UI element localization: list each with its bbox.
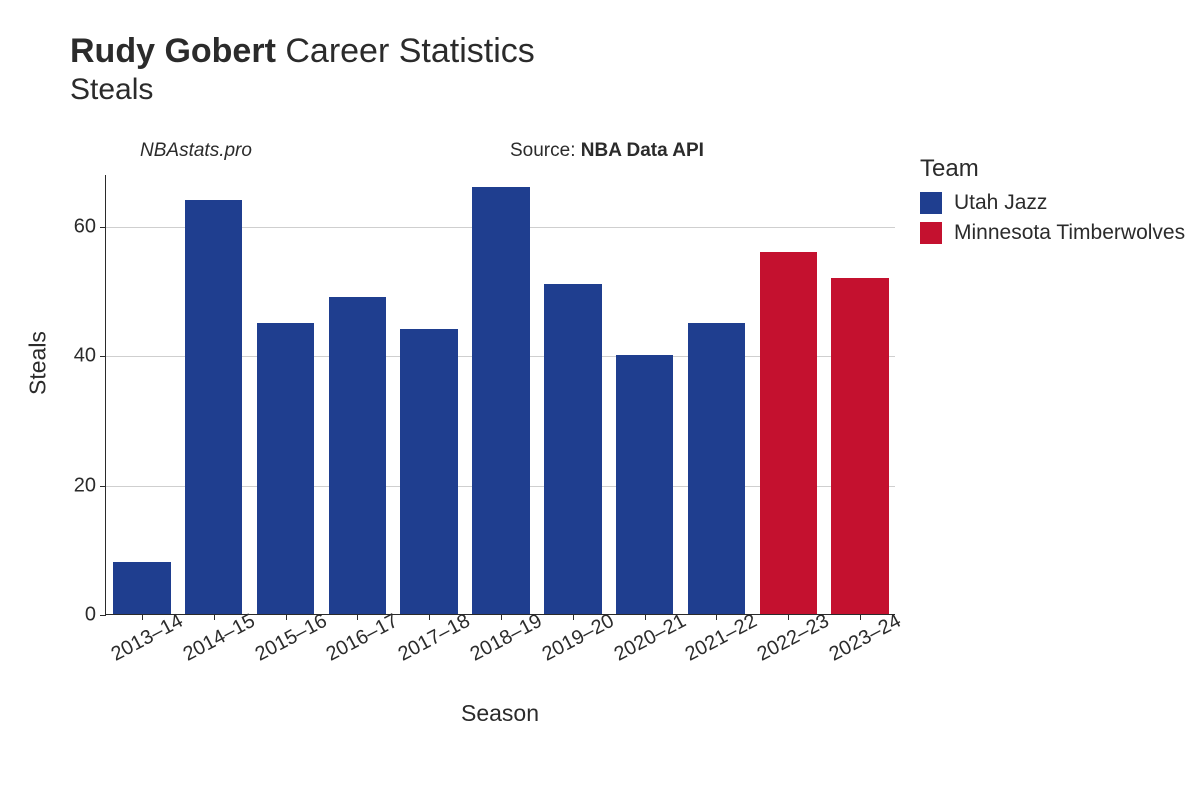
bar [400, 329, 457, 614]
bar [544, 284, 601, 614]
bar [185, 200, 242, 614]
xtick-mark [645, 614, 646, 620]
ytick-label: 60 [56, 215, 106, 238]
xtick-label: 2023–24 [826, 610, 906, 667]
xtick-mark [142, 614, 143, 620]
ytick-label: 40 [56, 345, 106, 368]
bar [257, 323, 314, 614]
title-rest: Career Statistics [285, 32, 534, 70]
xtick-mark [429, 614, 430, 620]
xtick-label: 2016–17 [323, 610, 403, 667]
xtick-label: 2021–22 [682, 610, 762, 667]
legend-swatch [920, 222, 942, 244]
xtick-mark [860, 614, 861, 620]
title-player: Rudy Gobert [70, 32, 276, 70]
xtick-mark [788, 614, 789, 620]
xtick-label: 2013–14 [108, 610, 188, 667]
xtick-mark [716, 614, 717, 620]
xtick-label: 2017–18 [395, 610, 475, 667]
legend-item: Utah Jazz [920, 191, 1185, 215]
xtick-label: 2015–16 [251, 610, 331, 667]
chart-title-block: Rudy Gobert Career Statistics Steals [70, 30, 535, 107]
xtick-mark [573, 614, 574, 620]
y-axis-title: Steals [25, 331, 52, 395]
legend-label: Utah Jazz [954, 191, 1047, 215]
xtick-label: 2018–19 [467, 610, 547, 667]
legend-swatch [920, 192, 942, 214]
credit-site: NBAstats.pro [140, 140, 252, 162]
plot-area: 02040602013–142014–152015–162016–172017–… [105, 175, 895, 615]
bar [616, 355, 673, 614]
bar [472, 187, 529, 614]
bar [329, 297, 386, 614]
credit-source-name: NBA Data API [581, 140, 704, 161]
xtick-mark [286, 614, 287, 620]
legend-item: Minnesota Timberwolves [920, 221, 1185, 245]
xtick-label: 2022–23 [754, 610, 834, 667]
chart-title: Rudy Gobert Career Statistics [70, 30, 535, 73]
legend-title: Team [920, 155, 1185, 183]
credit-source-label: Source: [510, 140, 581, 161]
bar [113, 562, 170, 614]
ytick-label: 0 [56, 604, 106, 627]
bar [760, 252, 817, 614]
bar [688, 323, 745, 614]
career-steals-chart: Rudy Gobert Career Statistics Steals NBA… [0, 0, 1200, 800]
bar [831, 278, 888, 614]
xtick-mark [501, 614, 502, 620]
xtick-mark [214, 614, 215, 620]
xtick-label: 2014–15 [179, 610, 259, 667]
xtick-label: 2020–21 [610, 610, 690, 667]
xtick-mark [357, 614, 358, 620]
xtick-label: 2019–20 [538, 610, 618, 667]
x-axis-title: Season [105, 700, 895, 727]
legend-label: Minnesota Timberwolves [954, 221, 1185, 245]
ytick-label: 20 [56, 474, 106, 497]
chart-subtitle: Steals [70, 73, 535, 107]
credit-source: Source: NBA Data API [510, 140, 704, 162]
legend: Team Utah Jazz Minnesota Timberwolves [920, 155, 1185, 251]
